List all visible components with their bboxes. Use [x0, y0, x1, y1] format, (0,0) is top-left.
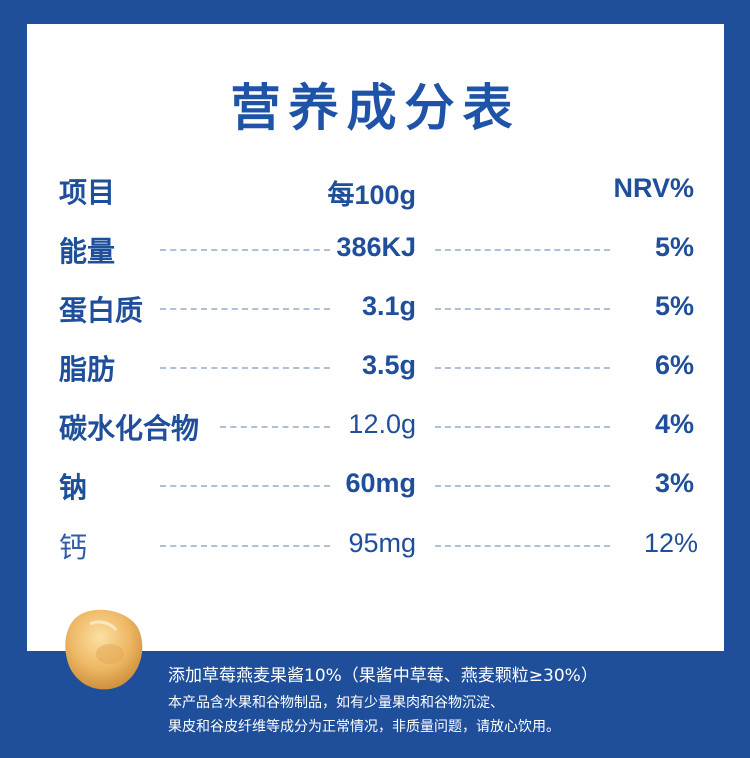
row-nrv: 5%: [654, 291, 694, 321]
footer-line-3: 果皮和谷皮纤维等成分为正常情况，非质量问题，请放心饮用。: [168, 719, 560, 735]
dash-divider: [435, 485, 610, 487]
row-nrv: 6%: [654, 350, 694, 380]
row-value: 95mg: [348, 528, 416, 558]
table-row-calcium: 钙 95mg 12%: [27, 522, 724, 566]
row-value: 60mg: [345, 468, 416, 498]
header-item: 项目: [59, 176, 116, 209]
table-row-sodium: 钠 60mg 3%: [27, 462, 724, 506]
row-name: 钠: [59, 471, 88, 504]
row-nrv: 5%: [654, 232, 694, 262]
dash-divider: [160, 485, 330, 487]
footer-line-2: 本产品含水果和谷物制品，如有少量果肉和谷物沉淀、: [168, 695, 504, 711]
footer-line-1: 添加草莓燕麦果酱10%（果酱中草莓、燕麦颗粒≥30%）: [168, 666, 598, 686]
dash-divider: [435, 367, 610, 369]
dash-divider: [160, 249, 330, 251]
table-row-protein: 蛋白质 3.1g 5%: [27, 285, 724, 329]
header-per-100g: 每100g: [327, 180, 416, 210]
dash-divider: [160, 545, 330, 547]
dash-divider: [435, 426, 610, 428]
dash-divider: [220, 426, 330, 428]
row-nrv: 12%: [643, 528, 698, 558]
row-value: 3.1g: [361, 291, 416, 321]
nutrition-table-title: 营养成分表: [230, 79, 521, 137]
dash-divider: [435, 308, 610, 310]
row-name: 能量: [59, 235, 116, 268]
row-nrv: 4%: [654, 409, 694, 439]
row-nrv: 3%: [654, 468, 694, 498]
row-name: 钙: [59, 531, 88, 564]
table-row-carbohydrate: 碳水化合物 12.0g 4%: [27, 403, 724, 447]
dash-divider: [160, 367, 330, 369]
dash-divider: [160, 308, 330, 310]
table-header: 项目 每100g NRV%: [27, 167, 724, 211]
row-value: 12.0g: [348, 409, 416, 439]
row-value: 3.5g: [361, 350, 416, 380]
dash-divider: [435, 249, 610, 251]
table-row-energy: 能量 386KJ 5%: [27, 226, 724, 270]
table-row-fat: 脂肪 3.5g 6%: [27, 344, 724, 388]
row-name: 碳水化合物: [59, 412, 200, 445]
row-value: 386KJ: [336, 232, 416, 262]
dash-divider: [435, 545, 610, 547]
nut-image: [65, 609, 143, 690]
row-name: 蛋白质: [59, 294, 144, 327]
header-nrv: NRV%: [613, 173, 694, 203]
row-name: 脂肪: [59, 353, 116, 386]
nutrition-panel: 营养成分表 项目 每100g NRV% 能量 386KJ 5% 蛋白质 3.1g…: [27, 24, 724, 651]
